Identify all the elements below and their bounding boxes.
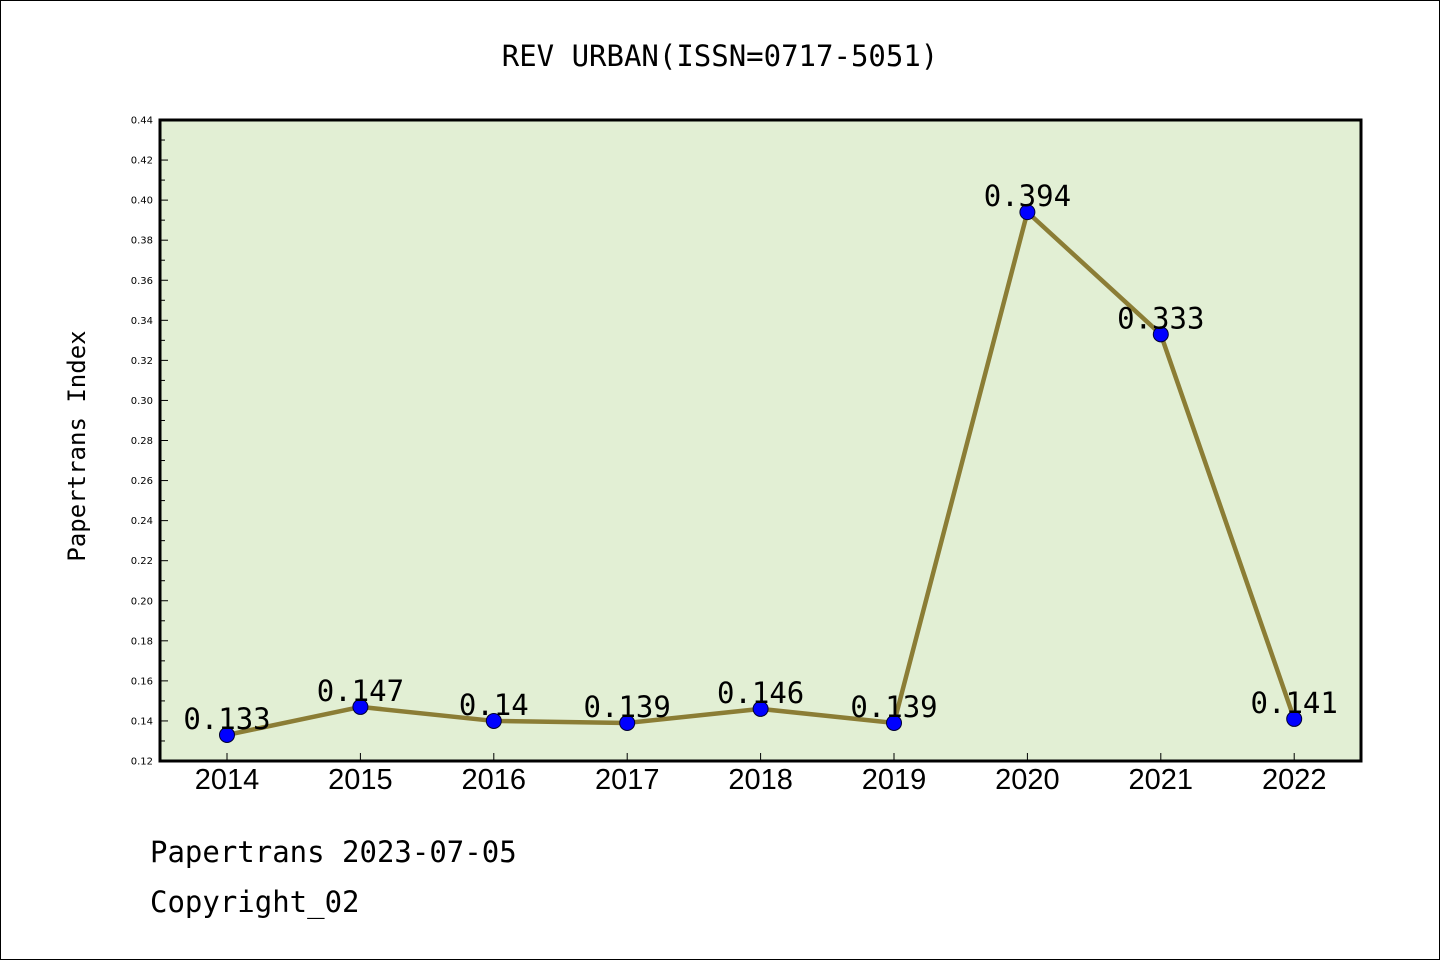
y-tick-label: 0.38 <box>131 236 153 247</box>
y-tick-label: 0.24 <box>131 516 153 527</box>
x-tick-label: 2022 <box>1262 764 1327 796</box>
y-tick-label: 0.30 <box>131 396 153 407</box>
chart-title: REV URBAN(ISSN=0717-5051) <box>502 39 939 73</box>
data-label: 0.139 <box>850 690 937 724</box>
plot-area <box>158 118 1363 763</box>
y-tick-label: 0.14 <box>131 716 153 727</box>
data-label: 0.141 <box>1251 686 1338 720</box>
footer-date: Papertrans 2023-07-05 <box>150 835 517 869</box>
data-labels-group: 0.133 0.147 0.14 0.139 0.146 0.139 0.394 0.333 0… <box>183 179 1338 736</box>
data-label: 0.133 <box>183 702 270 736</box>
footer-copyright: Copyright_02 <box>150 885 360 919</box>
x-tick-label: 2021 <box>1129 764 1194 796</box>
data-point <box>1286 710 1303 727</box>
x-tick-label: 2016 <box>462 764 527 796</box>
data-label: 0.147 <box>317 674 404 708</box>
y-tick-label: 0.28 <box>131 436 153 447</box>
y-tick-label: 0.26 <box>131 476 153 487</box>
y-tick-label: 0.20 <box>131 596 153 607</box>
y-tick-label: 0.34 <box>131 316 153 327</box>
data-label: 0.333 <box>1117 301 1204 335</box>
data-point <box>752 700 769 717</box>
data-point <box>886 714 902 731</box>
y-tick-label: 0.22 <box>131 556 153 567</box>
data-points-group <box>219 204 1303 743</box>
x-tick-label: 2018 <box>728 764 793 796</box>
data-point <box>1019 204 1036 221</box>
data-point <box>619 714 636 731</box>
y-tick-label: 0.42 <box>131 156 153 167</box>
data-label: 0.146 <box>717 676 804 710</box>
x-tick-label: 2020 <box>995 764 1060 796</box>
y-tick-label: 0.12 <box>131 757 153 768</box>
y-axis-label: Papertrans Index <box>63 330 91 561</box>
y-tick-label: 0.40 <box>131 196 153 207</box>
data-label: 0.14 <box>459 688 529 722</box>
data-point <box>485 712 502 729</box>
data-point <box>352 698 369 715</box>
data-point <box>1152 326 1169 343</box>
y-tick-label: 0.36 <box>131 276 153 287</box>
x-tick-label: 2014 <box>195 764 260 796</box>
data-label: 0.394 <box>984 179 1071 213</box>
y-tick-label: 0.18 <box>131 636 153 647</box>
y-axis-ticks: 0.12 0.14 0.16 0.18 0.20 0.22 0.24 0.26 0.28 0.30… <box>131 116 168 768</box>
data-label: 0.139 <box>584 690 671 724</box>
y-tick-label: 0.44 <box>131 116 153 127</box>
data-point <box>219 726 235 743</box>
y-tick-label: 0.16 <box>131 676 153 687</box>
x-axis-ticks: 2014 2015 2016 2017 2018 2019 2020 2021 2022 <box>195 753 1327 796</box>
x-tick-label: 2019 <box>862 764 927 796</box>
x-tick-label: 2015 <box>328 764 393 796</box>
x-tick-label: 2017 <box>595 764 660 796</box>
y-tick-label: 0.32 <box>131 356 153 367</box>
